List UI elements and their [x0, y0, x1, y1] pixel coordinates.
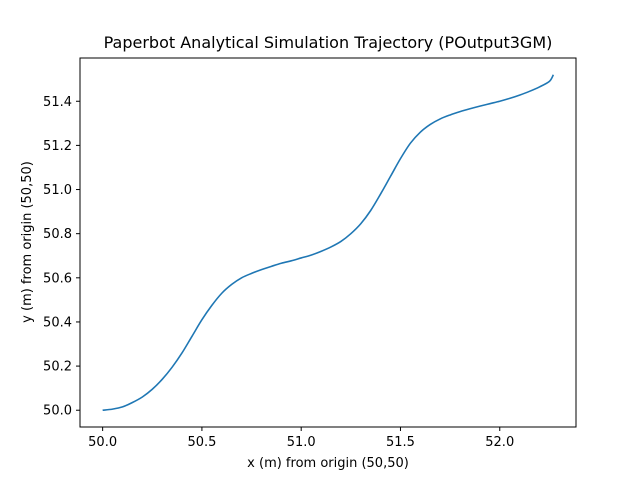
y-tick-label: 50.4 [43, 315, 72, 330]
y-tick-label: 50.6 [43, 271, 72, 286]
y-tick-label: 50.0 [43, 404, 72, 419]
y-tick-label: 50.2 [43, 360, 72, 375]
y-tick-label: 51.4 [43, 95, 72, 110]
plot-area [102, 74, 555, 412]
y-axis-label: y (m) from origin (50,50) [20, 161, 35, 323]
x-tick-label: 52.0 [485, 435, 514, 450]
y-tick-label: 51.0 [43, 183, 72, 198]
x-tick-label: 50.5 [187, 435, 216, 450]
x-tick-label: 51.5 [386, 435, 415, 450]
x-tick-label: 51.0 [287, 435, 316, 450]
axes-frame [79, 57, 577, 428]
y-tick-label: 50.8 [43, 227, 72, 242]
trajectory-series-line [102, 74, 555, 412]
y-axis-ticks: 50.0 50.2 50.4 50.6 50.8 51.0 51.2 51.4 [43, 95, 80, 419]
y-tick-label: 51.2 [43, 139, 72, 154]
x-axis-label: x (m) from origin (50,50) [247, 456, 409, 471]
x-axis-ticks: 50.0 50.5 51.0 51.5 52.0 [88, 427, 514, 450]
chart-title: Paperbot Analytical Simulation Trajector… [104, 33, 553, 52]
x-tick-label: 50.0 [88, 435, 117, 450]
